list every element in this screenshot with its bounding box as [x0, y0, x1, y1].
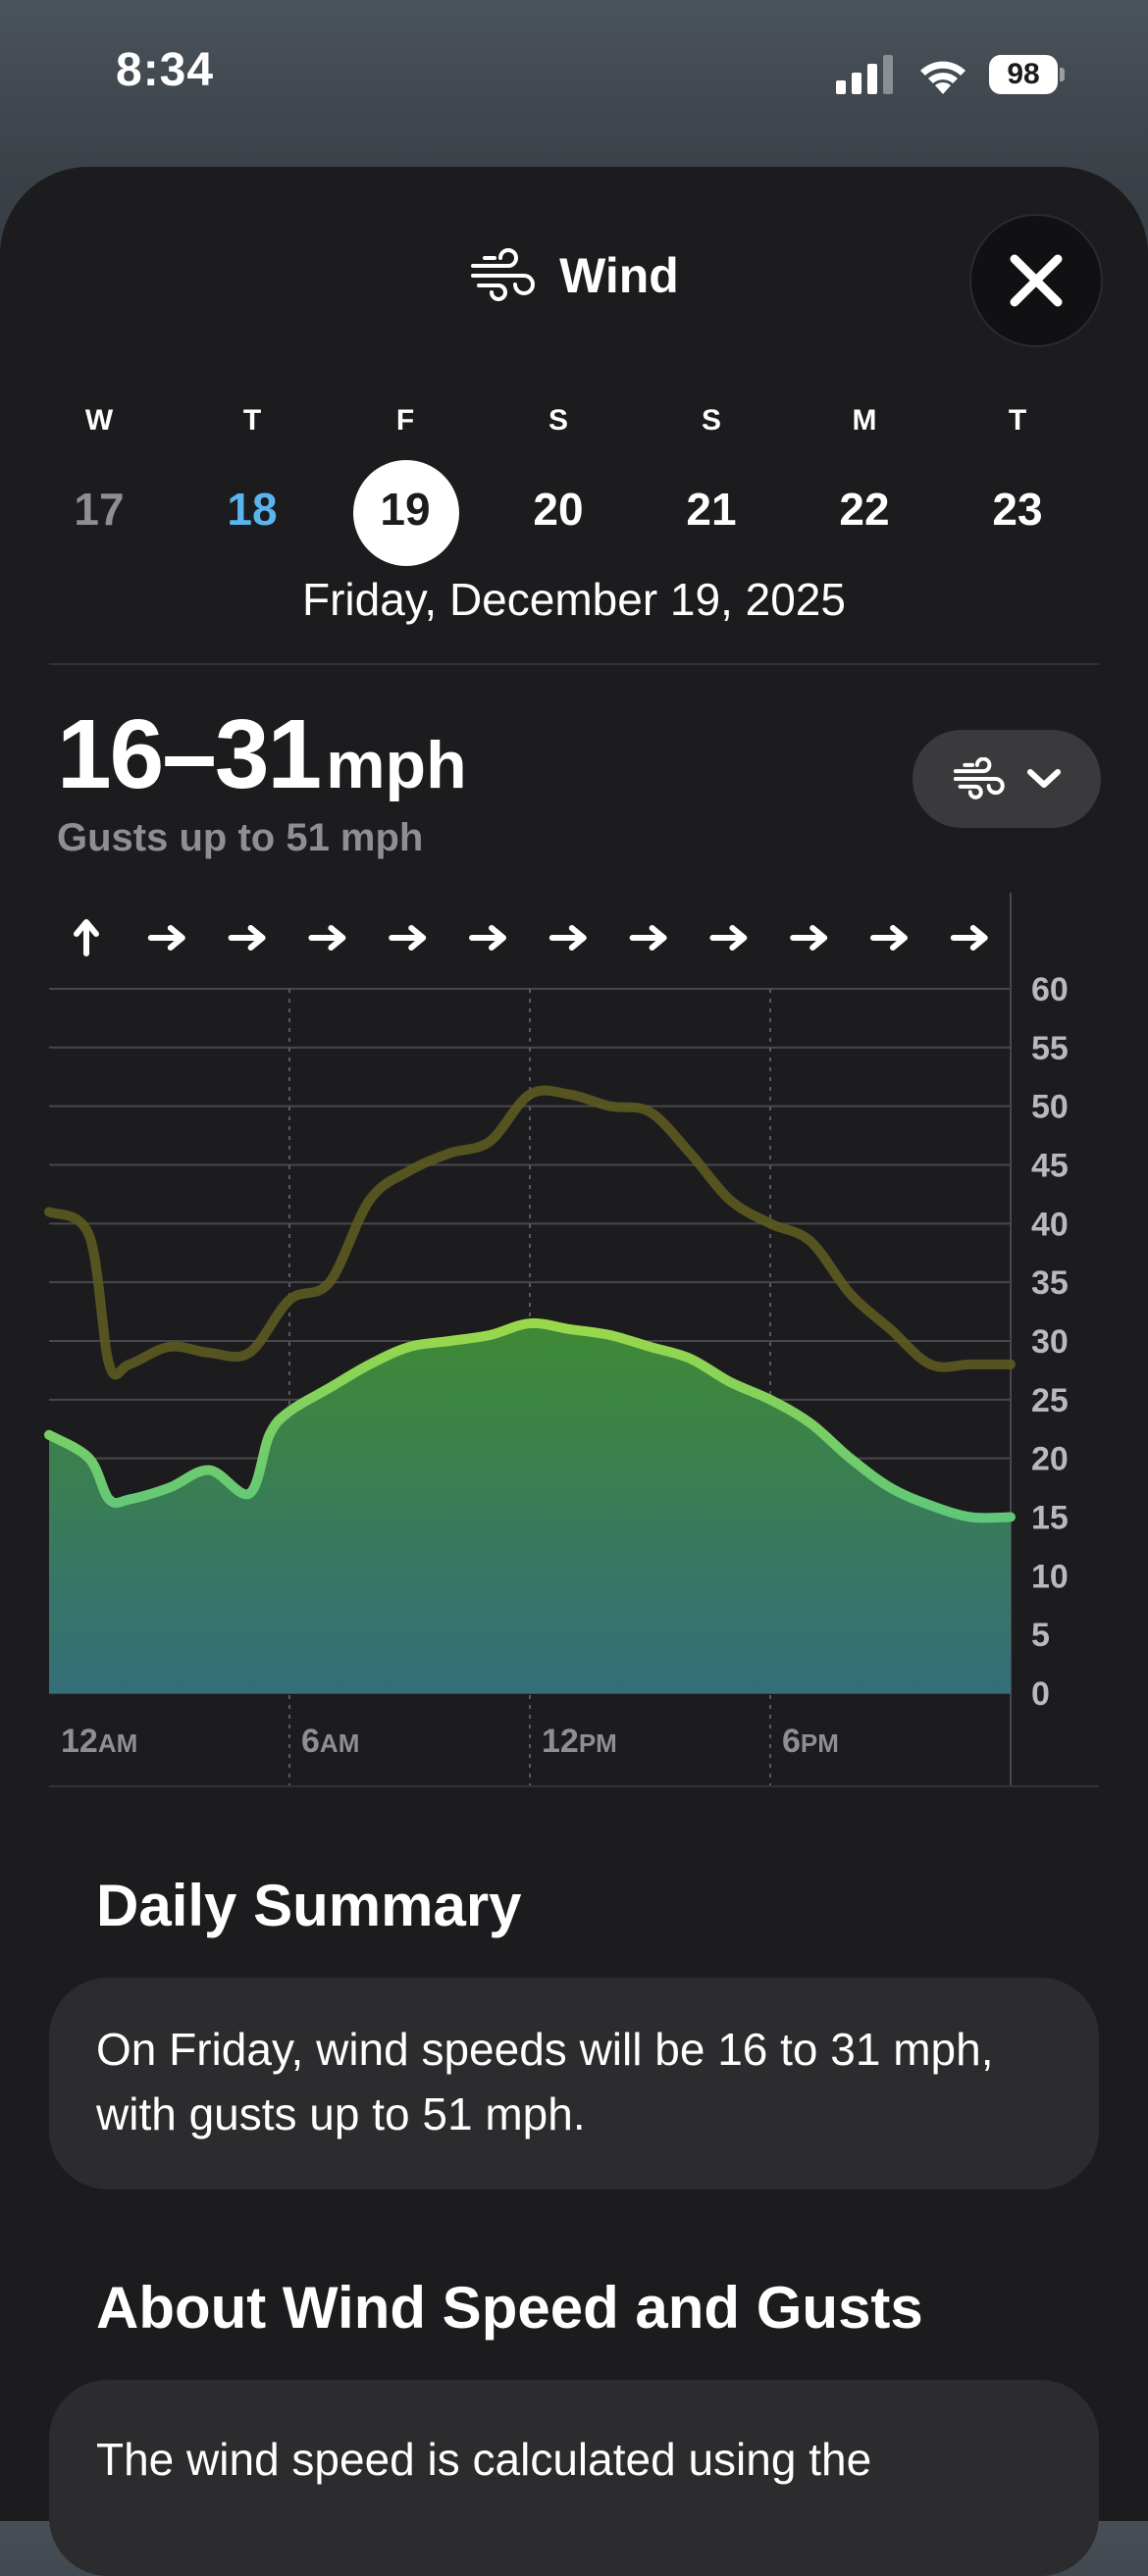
- y-axis-label: 55: [1031, 1030, 1069, 1067]
- weekday-label: T: [242, 404, 262, 437]
- day-20[interactable]: 20: [533, 484, 584, 535]
- wind-direction-arrow-icon: [74, 919, 99, 956]
- y-axis-label: 35: [1031, 1264, 1069, 1302]
- selected-date-label: Friday, December 19, 2025: [302, 574, 846, 625]
- divider: [49, 1785, 1099, 1787]
- gusts-label: Gusts up to 51 mph: [57, 816, 424, 859]
- weekday-label: S: [548, 404, 568, 437]
- day-17[interactable]: 17: [74, 484, 125, 535]
- wifi-icon: [920, 61, 965, 94]
- wind-direction-arrow-icon: [709, 925, 748, 951]
- wind-direction-arrow-icon: [548, 925, 587, 951]
- daily-summary-card: On Friday, wind speeds will be 16 to 31 …: [49, 1978, 1099, 2190]
- y-axis-label: 30: [1031, 1323, 1069, 1361]
- battery-indicator: 98: [989, 55, 1068, 94]
- wind-direction-arrow-icon: [228, 925, 266, 951]
- day-18[interactable]: 18: [227, 484, 278, 535]
- selected-day-indicator: [353, 460, 459, 566]
- wind-speed-area: [49, 1322, 1011, 1693]
- about-heading: About Wind Speed and Gusts: [96, 2275, 923, 2341]
- close-icon: [1010, 254, 1063, 307]
- wind-direction-arrow-icon: [389, 925, 427, 951]
- y-axis-label: 0: [1031, 1675, 1050, 1713]
- battery-level: 98: [989, 55, 1058, 94]
- wind-direction-arrow-icon: [790, 925, 828, 951]
- cellular-signal-icon: [836, 55, 893, 94]
- y-axis-label: 60: [1031, 971, 1069, 1008]
- y-axis-label: 45: [1031, 1148, 1069, 1185]
- x-axis-label: 12PM: [542, 1723, 617, 1760]
- wind-direction-arrow-icon: [629, 925, 667, 951]
- wind-icon: [953, 757, 1005, 799]
- y-axis-label: 5: [1031, 1617, 1050, 1654]
- x-axis-label: 12AM: [61, 1723, 137, 1760]
- weekday-label: S: [701, 404, 721, 437]
- wind-range-value: 16–31: [57, 699, 322, 809]
- about-card: The wind speed is calculated using the: [49, 2380, 1099, 2576]
- gust-line: [44, 1085, 1016, 1380]
- day-22[interactable]: 22: [839, 484, 890, 535]
- y-axis-label: 15: [1031, 1500, 1069, 1537]
- day-21[interactable]: 21: [686, 484, 737, 535]
- wind-direction-arrow-icon: [870, 925, 908, 951]
- day-23[interactable]: 23: [992, 484, 1043, 535]
- weekday-label: M: [852, 404, 877, 437]
- daily-summary-heading: Daily Summary: [96, 1873, 522, 1938]
- wind-range: 16–31mph: [57, 698, 467, 811]
- weekday-label: W: [84, 404, 114, 437]
- y-axis-label: 50: [1031, 1089, 1069, 1126]
- wind-direction-arrow-icon: [469, 925, 506, 951]
- y-axis-label: 40: [1031, 1206, 1069, 1243]
- day-19[interactable]: 19: [380, 484, 431, 535]
- y-axis-label: 10: [1031, 1558, 1069, 1595]
- y-axis-label: 25: [1031, 1382, 1069, 1419]
- close-button[interactable]: [971, 216, 1101, 345]
- weekday-label: F: [395, 404, 415, 437]
- wind-icon: [471, 248, 536, 301]
- wind-direction-arrow-icon: [950, 925, 988, 951]
- wind-direction-arrow-icon: [147, 925, 185, 951]
- x-axis-label: 6PM: [782, 1723, 839, 1760]
- battery-tip: [1060, 68, 1065, 81]
- wind-range-unit: mph: [326, 728, 467, 802]
- about-text: The wind speed is calculated using the: [96, 2434, 872, 2485]
- condition-selector-button[interactable]: [913, 730, 1101, 828]
- x-axis-label: 6AM: [301, 1723, 359, 1760]
- weekday-label: T: [1008, 404, 1027, 437]
- status-bar: 8:34 98: [0, 0, 1148, 147]
- daily-summary-text: On Friday, wind speeds will be 16 to 31 …: [96, 2024, 994, 2139]
- y-axis-label: 20: [1031, 1441, 1069, 1478]
- divider: [49, 663, 1099, 665]
- chevron-down-icon: [1027, 769, 1061, 788]
- wind-direction-arrow-icon: [308, 925, 346, 951]
- wind-speed-line: [44, 1317, 1016, 1523]
- sheet-title: Wind: [559, 248, 679, 303]
- status-time: 8:34: [116, 44, 215, 96]
- sheet-header: Wind: [0, 247, 1148, 316]
